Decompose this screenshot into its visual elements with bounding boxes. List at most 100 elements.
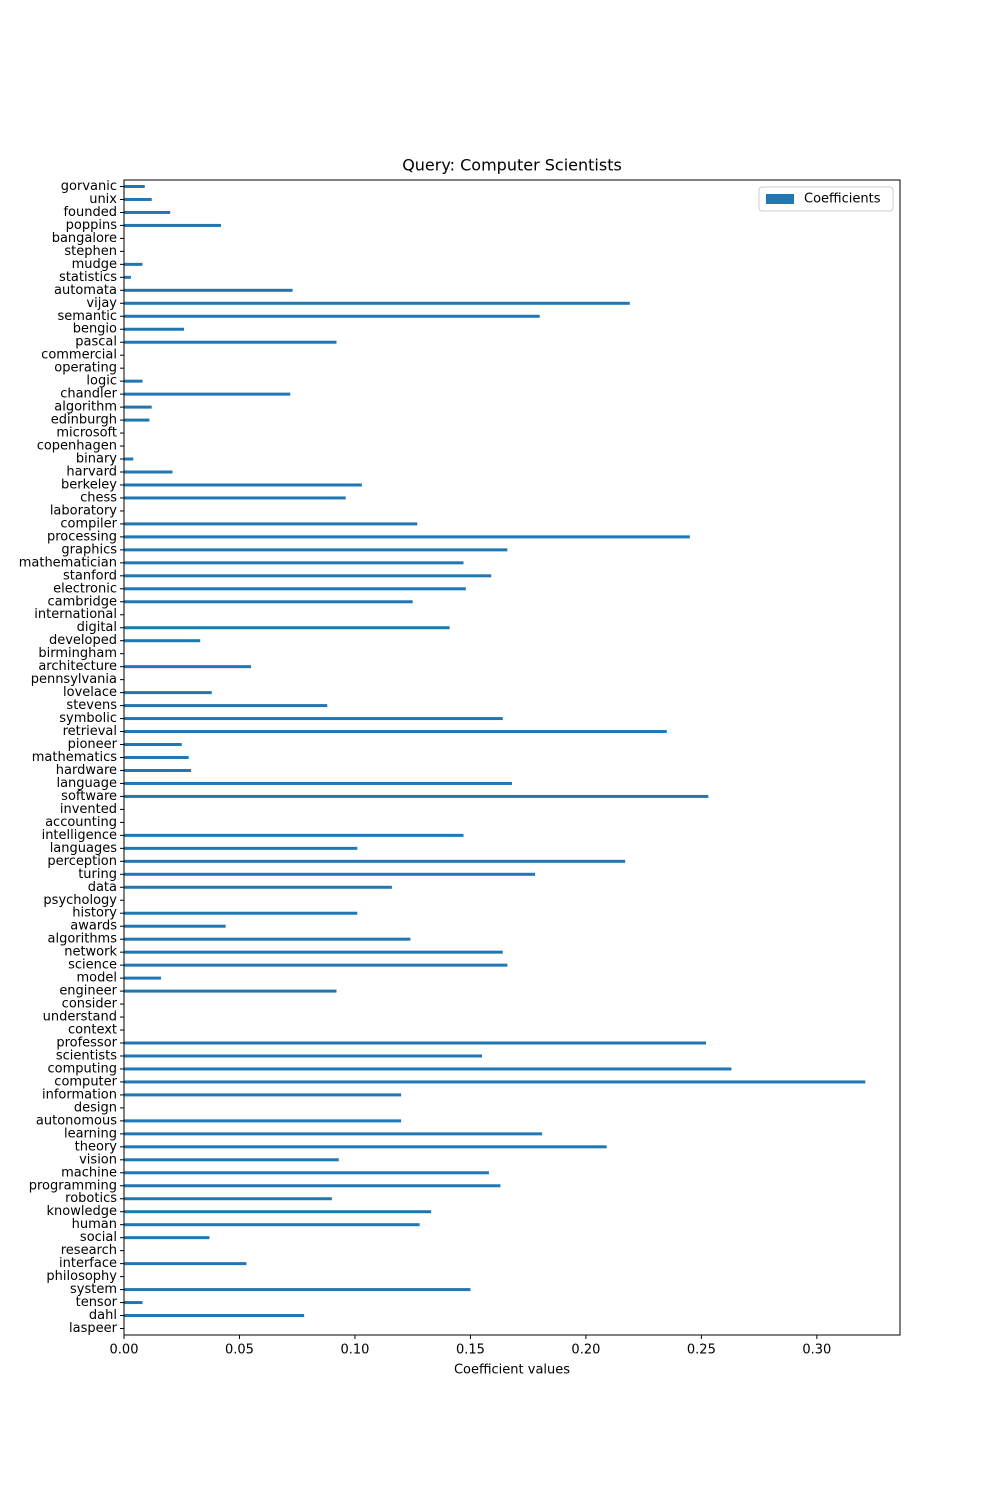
bar: [124, 756, 189, 759]
y-tick-label: architecture: [38, 659, 117, 674]
bar: [124, 197, 152, 201]
bar: [124, 1080, 866, 1084]
y-tick-label: robotics: [65, 1191, 117, 1206]
bar: [124, 639, 201, 643]
y-tick-label: berkeley: [61, 477, 117, 492]
y-tick-label: turing: [78, 867, 117, 882]
y-tick-label: language: [56, 776, 117, 791]
x-tick-label: 0.00: [110, 1343, 139, 1358]
y-tick-label: science: [68, 958, 117, 973]
y-tick-label: philosophy: [46, 1269, 117, 1284]
y-tick-label: research: [61, 1243, 117, 1258]
y-tick-label: pascal: [75, 335, 117, 350]
y-tick-label: knowledge: [47, 1204, 117, 1219]
y-tick-label: poppins: [66, 218, 118, 233]
bar: [124, 1288, 471, 1292]
y-tick-label: network: [64, 945, 117, 960]
y-tick-label: data: [88, 880, 117, 895]
y-tick-label: developed: [49, 633, 117, 648]
y-tick-label: machine: [61, 1165, 117, 1180]
bar: [124, 314, 540, 318]
y-tick-label: lovelace: [63, 685, 117, 700]
x-tick-label: 0.30: [802, 1343, 831, 1358]
y-tick-label: model: [77, 971, 117, 986]
y-tick-label: design: [74, 1100, 117, 1115]
bar: [124, 691, 212, 695]
bar: [124, 1184, 501, 1188]
bar: [124, 924, 226, 928]
bar: [124, 405, 152, 409]
y-tick-label: scientists: [56, 1048, 117, 1063]
y-tick-label: theory: [75, 1139, 118, 1154]
y-tick-label: mathematician: [19, 555, 117, 570]
y-tick-label: understand: [43, 1010, 117, 1025]
chart-title: Query: Computer Scientists: [402, 156, 622, 175]
bar: [124, 704, 328, 708]
bar: [124, 470, 173, 474]
bar: [124, 781, 512, 785]
y-tick-label: laspeer: [69, 1321, 118, 1336]
bar: [124, 418, 150, 422]
y-tick-label: symbolic: [59, 711, 117, 726]
y-tick-label: mudge: [72, 257, 117, 272]
y-tick-label: processing: [47, 529, 117, 544]
y-tick-label: accounting: [45, 815, 117, 830]
plot-frame: [123, 179, 901, 1336]
legend-label: Coefficients: [804, 192, 881, 207]
y-tick-label: unix: [89, 192, 117, 207]
y-tick-label: stanford: [63, 568, 117, 583]
y-tick-label: binary: [76, 452, 117, 467]
bar: [124, 561, 464, 565]
y-tick-label: chandler: [60, 387, 117, 402]
bar: [124, 1093, 402, 1097]
bar: [124, 846, 358, 850]
y-tick-label: statistics: [59, 270, 117, 285]
y-tick-label: copenhagen: [37, 439, 117, 454]
y-tick-label: software: [61, 789, 117, 804]
y-tick-label: computer: [54, 1074, 117, 1089]
bar: [124, 1262, 247, 1266]
y-tick-label: consider: [62, 997, 118, 1012]
y-tick-label: compiler: [60, 516, 117, 531]
bar: [124, 496, 346, 500]
y-tick-label: founded: [63, 205, 117, 220]
y-tick-label: stevens: [66, 698, 117, 713]
y-tick-label: semantic: [58, 309, 118, 324]
y-tick-label: birmingham: [38, 646, 117, 661]
y-tick-label: engineer: [59, 984, 117, 999]
y-tick-label: microsoft: [56, 426, 117, 441]
bar: [124, 768, 191, 772]
bar: [124, 665, 252, 669]
y-tick-label: human: [72, 1217, 117, 1232]
bar: [124, 574, 492, 578]
y-tick-label: pennsylvania: [31, 672, 117, 687]
bar: [124, 483, 362, 487]
y-tick-label: invented: [60, 802, 117, 817]
bar: [124, 1132, 543, 1136]
y-tick-label: commercial: [41, 348, 117, 363]
bar: [124, 548, 508, 552]
bar: [124, 1054, 482, 1058]
bar: [124, 859, 626, 863]
x-tick-label: 0.20: [571, 1343, 600, 1358]
y-tick-label: vijay: [86, 296, 117, 311]
bar: [124, 535, 690, 539]
y-tick-label: languages: [50, 841, 118, 856]
bar: [124, 911, 358, 915]
bar: [124, 327, 185, 331]
bar: [124, 184, 145, 188]
y-tick-label: gorvanic: [61, 179, 117, 194]
legend-swatch: [766, 194, 794, 204]
bar: [124, 1314, 305, 1318]
bar: [124, 1041, 706, 1045]
y-tick-label: harvard: [66, 464, 117, 479]
y-tick-label: interface: [59, 1256, 117, 1271]
bar: [124, 885, 392, 889]
y-tick-label: context: [68, 1023, 117, 1038]
bar: [124, 794, 709, 798]
bar: [124, 522, 418, 526]
y-tick-label: retrieval: [63, 724, 117, 739]
y-tick-label: psychology: [43, 893, 117, 908]
x-tick-label: 0.15: [456, 1343, 485, 1358]
